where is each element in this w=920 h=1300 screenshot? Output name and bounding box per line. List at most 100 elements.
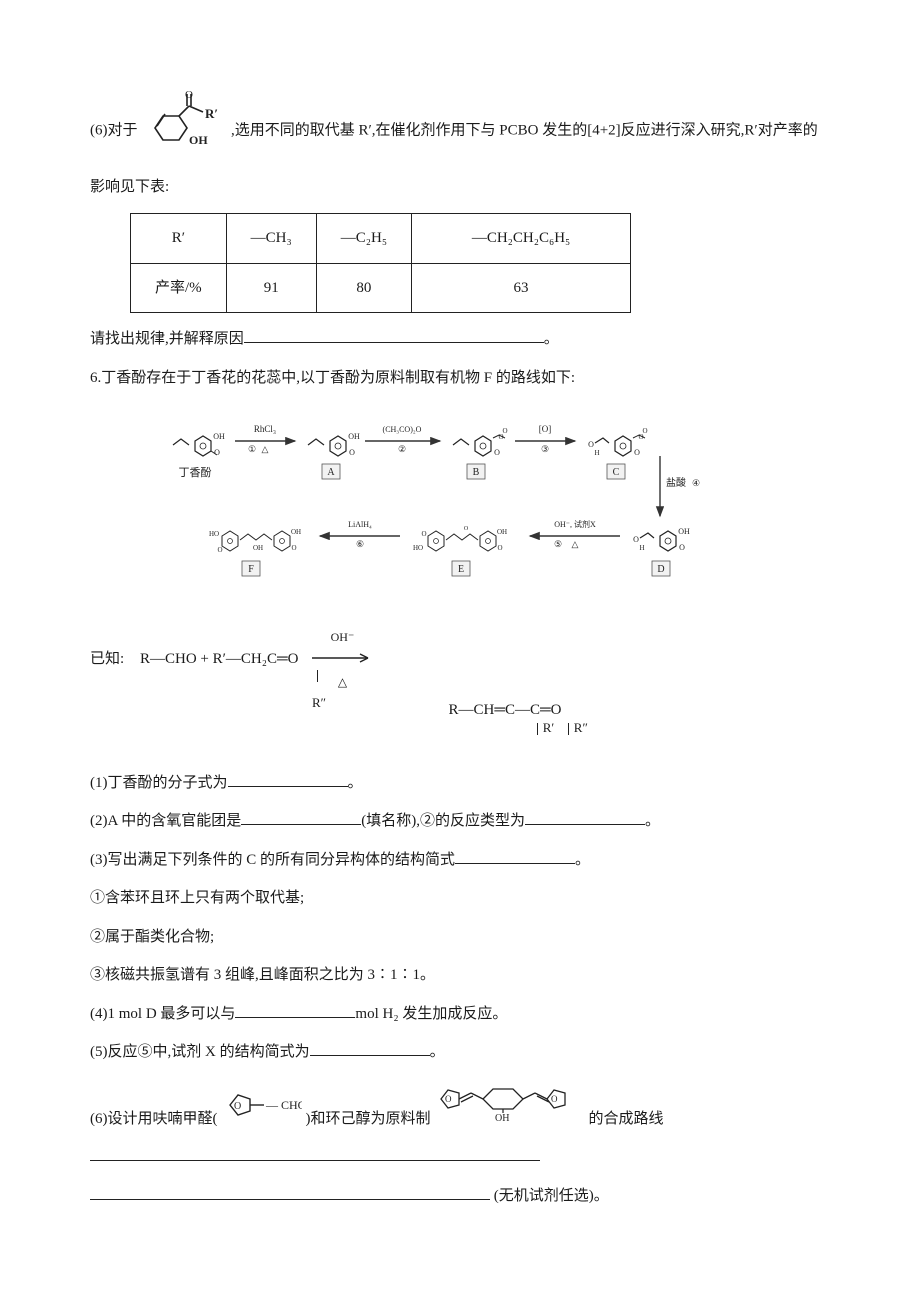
svg-text:O: O: [291, 544, 296, 552]
sub-q3: (3)写出满足下列条件的 C 的所有同分异构体的结构简式 。: [90, 846, 830, 875]
table-row: 产率/% 91 80 63: [131, 263, 631, 313]
svg-text:O: O: [185, 90, 193, 101]
known-line1b: R″: [312, 695, 326, 710]
svg-text:⑤: ⑤: [554, 539, 562, 549]
svg-text:O: O: [551, 1094, 558, 1104]
blank-q3: [455, 848, 575, 864]
blank-rule: [244, 327, 544, 343]
svg-text:OH: OH: [213, 432, 225, 441]
sub-q4b: mol H₂ 发生加成反应。: [355, 1006, 507, 1022]
svg-text:H: H: [594, 449, 599, 457]
q6-intro-line: (6)对于 O R′ OH ,选用不同: [90, 90, 830, 201]
svg-text:LiAlH₄: LiAlH₄: [348, 520, 372, 529]
sub-q3-text: (3)写出满足下列条件的 C 的所有同分异构体的结构简式: [90, 852, 455, 868]
svg-text:(CH₃CO)₂O: (CH₃CO)₂O: [383, 425, 422, 434]
sub-q2a: (2)A 中的含氧官能团是: [90, 813, 241, 829]
blank-q5: [310, 1040, 430, 1056]
svg-text:A: A: [327, 467, 335, 478]
svg-text:[O]: [O]: [539, 424, 552, 434]
svg-text:O: O: [217, 546, 222, 554]
svg-text:OH⁻, 试剂X: OH⁻, 试剂X: [554, 519, 596, 529]
find-rule-text: 请找出规律,并解释原因: [90, 331, 244, 347]
svg-text:O: O: [634, 448, 640, 457]
svg-text:HO: HO: [413, 544, 423, 552]
period-q1: 。: [348, 775, 363, 791]
blank-q2b: [525, 809, 645, 825]
sub-q2b: (填名称),②的反应类型为: [361, 813, 525, 829]
sub-q4a: (4)1 mol D 最多可以与: [90, 1006, 235, 1022]
synthesis-route-diagram: OH O 丁香酚 RhCl₃ △ ① OH O: [90, 406, 830, 617]
svg-text:④: ④: [692, 478, 700, 488]
sub-q2: (2)A 中的含氧官能团是(填名称),②的反应类型为。: [90, 807, 830, 836]
furfural-structure: O — CHO: [222, 1087, 302, 1134]
svg-text:O: O: [494, 448, 500, 457]
svg-text:△: △: [262, 444, 269, 454]
sub-q5: (5)反应⑤中,试剂 X 的结构简式为 。: [90, 1038, 830, 1067]
svg-text:盐酸: 盐酸: [666, 476, 686, 489]
sub-q6c: 的合成路线: [589, 1105, 664, 1134]
td-v1: 91: [226, 263, 316, 313]
svg-text:RhCl₃: RhCl₃: [254, 424, 276, 434]
blank-route-1: [90, 1143, 830, 1172]
known-reaction: 已知: R—CHO + R′—CH₂C═O R″ OH⁻ △ R—CH═C—C═…: [90, 631, 830, 727]
label-eugenol: 丁香酚: [179, 465, 212, 479]
svg-text:O: O: [588, 440, 594, 449]
blank-line1: [90, 1145, 540, 1161]
svg-text:O: O: [421, 530, 426, 538]
known-line1a: R—CHO + R′—CH₂C═O: [140, 651, 298, 667]
period-q5: 。: [430, 1044, 445, 1060]
period-1: 。: [544, 331, 559, 347]
blank-q1: [228, 771, 348, 787]
svg-text:△: △: [572, 539, 579, 549]
page: (6)对于 O R′ OH ,选用不同: [0, 0, 920, 1300]
svg-text:O: O: [642, 427, 647, 435]
cond1: ①含苯环且环上只有两个取代基;: [90, 884, 830, 913]
th-R: R′: [131, 214, 227, 264]
sub-q1: (1)丁香酚的分子式为 。: [90, 769, 830, 798]
svg-text:O: O: [445, 1094, 452, 1104]
svg-text:C: C: [613, 467, 620, 478]
svg-text:H: H: [639, 544, 644, 552]
svg-text:OH: OH: [348, 432, 360, 441]
svg-text:O: O: [679, 543, 685, 552]
svg-text:E: E: [458, 564, 464, 575]
sub-q6-tail: (无机试剂任选)。: [494, 1188, 609, 1204]
svg-text:R′: R′: [205, 106, 218, 121]
sub-q5-text: (5)反应⑤中,试剂 X 的结构简式为: [90, 1044, 310, 1060]
svg-text:D: D: [657, 564, 664, 575]
yield-table: R′ —CH₃ —C₂H₅ —CH₂CH₂C₆H₅ 产率/% 91 80 63: [130, 213, 631, 313]
svg-text:HO: HO: [209, 530, 219, 538]
period-q3: 。: [575, 852, 590, 868]
svg-text:O: O: [214, 448, 220, 457]
svg-text:— CHO: — CHO: [265, 1098, 302, 1112]
sub-q1-text: (1)丁香酚的分子式为: [90, 775, 228, 791]
q-big6: 6.丁香酚存在于丁香花的花蕊中,以丁香酚为原料制取有机物 F 的路线如下:: [90, 364, 830, 393]
td-label: 产率/%: [131, 263, 227, 313]
blank-q4: [235, 1002, 355, 1018]
svg-text:O: O: [633, 535, 639, 544]
sub-q6a: (6)设计用呋喃甲醛(: [90, 1105, 218, 1134]
td-v2: 80: [316, 263, 411, 313]
sub-q6: (6)设计用呋喃甲醛( O — CHO )和环己醇为原料制 O: [90, 1077, 830, 1134]
cond3: ③核磁共振氢谱有 3 组峰,且峰面积之比为 3∶1∶1。: [90, 961, 830, 990]
sub-q4: (4)1 mol D 最多可以与 mol H₂ 发生加成反应。: [90, 1000, 830, 1029]
svg-text:①: ①: [248, 444, 256, 454]
svg-text:⑥: ⑥: [356, 539, 364, 549]
blank-route-2: (无机试剂任选)。: [90, 1182, 830, 1211]
th-ch2ch2c6h5: —CH₂CH₂C₆H₅: [412, 214, 631, 264]
svg-text:O: O: [464, 526, 469, 532]
blank-line2: [90, 1184, 490, 1200]
svg-text:O: O: [234, 1101, 241, 1112]
td-v3: 63: [412, 263, 631, 313]
known-arrow-top: OH⁻: [312, 631, 372, 643]
svg-text:B: B: [473, 467, 480, 478]
svg-text:OH: OH: [495, 1113, 509, 1123]
svg-text:O: O: [502, 427, 507, 435]
svg-text:OH: OH: [678, 527, 690, 536]
known-arrow-bot: △: [312, 676, 372, 688]
blank-q2a: [241, 809, 361, 825]
th-c2h5: —C₂H₅: [316, 214, 411, 264]
known-label: 已知:: [90, 643, 140, 676]
svg-text:O: O: [497, 544, 502, 552]
structure-R-prime: O R′ OH: [145, 90, 223, 173]
